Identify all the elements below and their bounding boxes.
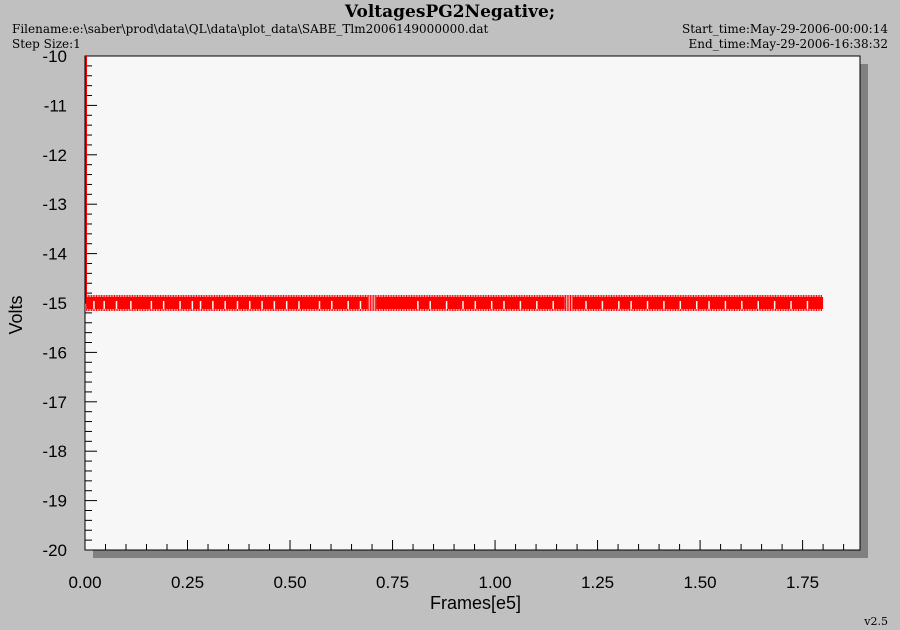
data-sparse-gap: [347, 301, 349, 309]
data-sparse-gap: [708, 301, 710, 309]
data-sparse-gap: [462, 301, 464, 309]
data-sparse-gap: [150, 301, 153, 309]
data-sparse-gap: [552, 301, 554, 309]
y-tick-label: -16: [42, 343, 67, 362]
data-sparse-gap: [249, 301, 251, 309]
x-tick-label: 0.75: [376, 573, 409, 592]
x-tick-label: 1.00: [479, 573, 512, 592]
data-sparse-gap: [773, 301, 776, 309]
x-axis-label: Frames[e5]: [430, 593, 521, 613]
x-tick-label: 0.50: [273, 573, 306, 592]
y-tick-label: -17: [42, 393, 67, 412]
data-sparse-gap: [679, 301, 682, 309]
step-size-label: Step Size:1: [12, 37, 81, 51]
x-tick-label: 1.25: [581, 573, 614, 592]
data-sparse-gap: [536, 301, 538, 309]
data-sparse-gap: [212, 301, 214, 309]
data-sparse-gap: [331, 301, 333, 309]
data-sparse-gap: [285, 301, 288, 309]
data-sparse-gap: [298, 301, 300, 309]
x-axis-ticks: 0.00 0.25 0.50 0.75 1.00 1.25 1.50 1.75: [68, 540, 845, 592]
chart-title: VoltagesPG2Negative;: [344, 2, 556, 22]
data-sparse-gap: [646, 301, 649, 309]
data-sparse-gap: [103, 301, 105, 309]
data-sparse-gap: [224, 301, 226, 309]
y-tick-label: -11: [44, 96, 67, 115]
data-sparse-gap: [503, 301, 505, 309]
data-sparse-gap: [93, 301, 95, 309]
data-sparse-gap: [130, 301, 132, 309]
data-sparse-gap: [585, 301, 587, 309]
y-tick-label: -20: [42, 541, 67, 560]
data-sparse-gap: [162, 301, 165, 309]
y-tick-label: -13: [42, 195, 67, 214]
data-sparse-gap: [630, 301, 632, 309]
y-tick-label: -15: [42, 294, 67, 313]
data-sparse-gap: [273, 301, 276, 309]
filename-label: Filename:e:\saber\prod\data\QL\data\plot…: [12, 22, 489, 36]
version-label: v2.5: [864, 615, 888, 628]
data-sparse-gap: [724, 301, 727, 309]
data-sparse-gap: [601, 301, 604, 309]
data-sparse-gap: [790, 301, 792, 309]
data-sparse-gap: [261, 301, 263, 309]
x-tick-label: 0.25: [171, 573, 204, 592]
data-sparse-gap: [741, 301, 743, 309]
y-axis-label: Volts: [6, 295, 26, 334]
start-time-label: Start_time:May-29-2006-00:00:14: [681, 22, 888, 36]
data-sparse-gap: [474, 301, 477, 309]
y-tick-label: -19: [42, 492, 67, 511]
data-sparse-gap: [490, 301, 493, 309]
data-sparse-gap: [417, 301, 419, 309]
data-sparse-gap: [618, 301, 620, 309]
data-sparse-gap: [191, 301, 194, 309]
end-time-label: End_time:May-29-2006-16:38:32: [688, 37, 888, 51]
data-sparse-gap: [429, 301, 431, 309]
data-sparse-gap: [806, 301, 809, 309]
x-tick-label: 1.75: [786, 573, 819, 592]
data-sparse-gap: [236, 301, 239, 309]
y-tick-label: -10: [42, 47, 67, 66]
data-sparse-gap: [318, 301, 321, 309]
data-sparse-gap: [115, 301, 118, 309]
x-tick-label: 1.50: [684, 573, 717, 592]
data-sparse-gap: [179, 301, 181, 309]
y-tick-label: -14: [42, 245, 67, 264]
y-tick-label: -12: [42, 146, 67, 165]
data-sparse-gap: [445, 301, 448, 309]
data-sparse-gap: [757, 301, 759, 309]
data-sparse-gap: [519, 301, 522, 309]
x-tick-label: 0.00: [68, 573, 101, 592]
y-tick-label: -18: [42, 442, 67, 461]
data-sparse-gap: [695, 301, 698, 309]
data-sparse-gap: [663, 301, 665, 309]
data-sparse-gap: [199, 301, 202, 309]
data-marks: [84, 56, 824, 311]
data-sparse-gap: [359, 301, 362, 309]
